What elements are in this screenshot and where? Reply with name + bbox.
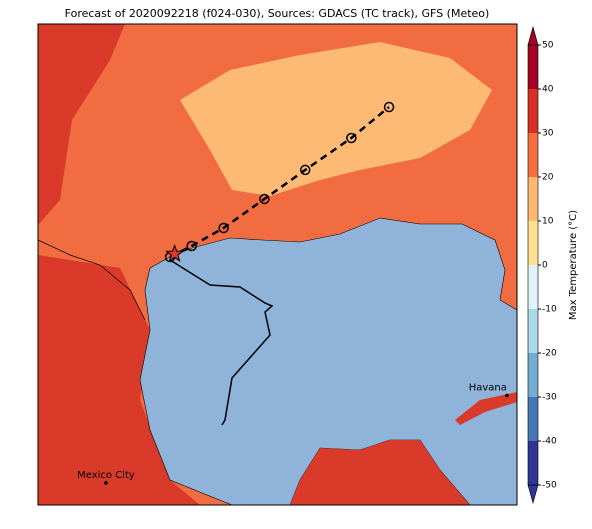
colorbar-segment: [528, 221, 538, 265]
city-label: Havana: [469, 383, 507, 394]
city-marker: [104, 481, 108, 485]
storm-position: [165, 243, 185, 262]
colorbar-label: Max Temperature (°C): [568, 210, 579, 320]
border: [38, 239, 146, 321]
colorbar-tick-label: 30: [542, 129, 554, 139]
track-point: [259, 193, 270, 205]
colorbar-segment: [528, 441, 538, 485]
city-label: Mexico City: [77, 470, 135, 481]
track-point: [186, 240, 197, 252]
colorbar-tick-label: -20: [542, 349, 557, 359]
track-point: [299, 164, 311, 176]
cuba: [455, 392, 517, 425]
gulf: [139, 217, 517, 505]
colorbar-segment: [528, 89, 538, 133]
colorbar-extend-top: [527, 25, 539, 46]
colorbar-tick-label: -10: [542, 305, 557, 315]
colorbar-tick-label: 40: [542, 85, 554, 95]
colorbar-tick-label: -40: [542, 437, 557, 447]
track-point: [383, 101, 395, 113]
colorbar-tick-label: 20: [542, 173, 554, 183]
colorbar-extend-bottom: [527, 484, 539, 505]
track-point: [346, 132, 357, 144]
colorbar-tick-label: 0: [542, 261, 548, 271]
city-marker: [505, 393, 509, 398]
colorbar-segment: [528, 397, 538, 441]
observed-path: [169, 259, 274, 426]
colorbar-tick-label: 10: [542, 217, 554, 227]
hot-region: [38, 255, 200, 505]
colorbar-tick-label: -30: [542, 393, 557, 403]
colorbar-segment: [528, 353, 538, 397]
colorbar-segment: [528, 177, 538, 221]
warm-region: [180, 42, 492, 196]
title: Forecast of 2020092218 (f024-030), Sourc…: [65, 7, 490, 20]
colorbar-tick-label: -50: [542, 481, 557, 491]
colorbar-tick-label: 50: [542, 41, 554, 51]
colorbar-segment: [528, 45, 538, 89]
colorbar-segment: [528, 265, 538, 309]
forecast-track: [169, 106, 390, 259]
map-frame: [37, 23, 518, 506]
colorbar-segment: [528, 309, 538, 353]
track-point: [218, 222, 229, 234]
map-area: Mexico City Havana: [38, 24, 517, 505]
hot-region: [38, 24, 125, 225]
colorbar-segment: [528, 133, 538, 177]
yucatan: [290, 440, 470, 505]
